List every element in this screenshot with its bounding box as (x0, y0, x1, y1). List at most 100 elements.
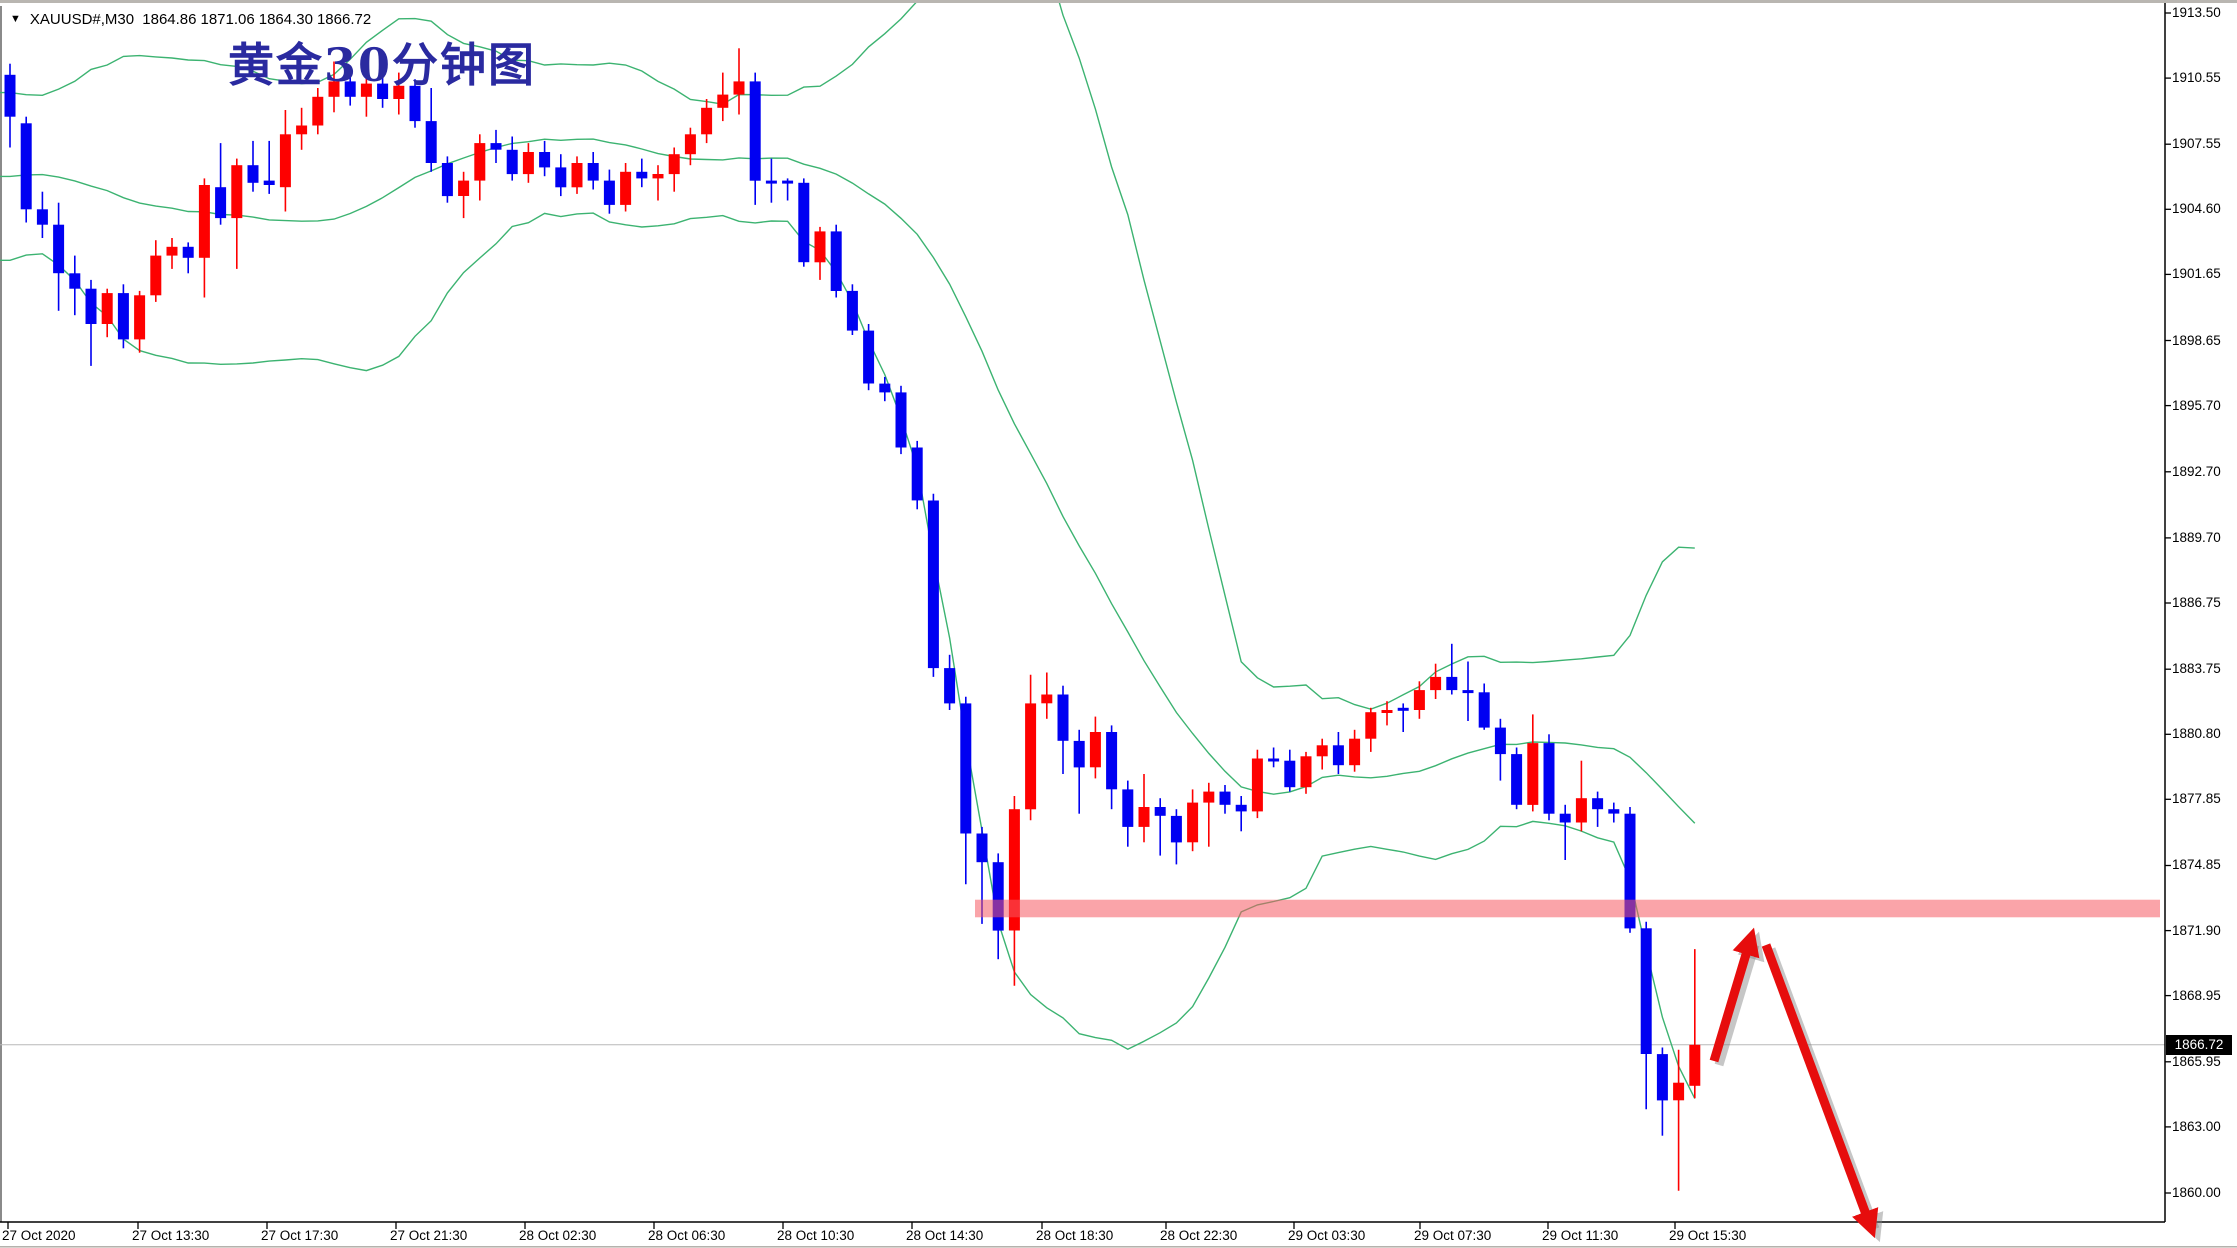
price-axis-label: 1886.75 (2172, 595, 2221, 610)
price-chart-canvas[interactable] (0, 3, 2237, 1248)
candle-body-bear (36, 209, 48, 225)
trend-arrow-down[interactable] (1761, 943, 1879, 1239)
time-axis-label: 28 Oct 06:30 (648, 1228, 726, 1243)
symbol-dropdown-icon[interactable]: ▼ (10, 13, 21, 25)
time-axis-label: 29 Oct 03:30 (1288, 1228, 1366, 1243)
candle-body-bull (1316, 745, 1328, 757)
candle-body-bull (150, 255, 162, 296)
candle-body-bull (814, 231, 826, 263)
candle-body-bear (1624, 813, 1636, 929)
candle-body-bear (1170, 815, 1182, 843)
candle-body-bull (231, 165, 243, 219)
candle-body-bull (393, 85, 405, 99)
candle-body-bull (166, 246, 178, 256)
candle-body-bear (117, 293, 129, 340)
candle-body-bear (1122, 789, 1134, 827)
candle-body-bull (733, 81, 745, 95)
window-bottom-border (0, 1246, 2237, 1248)
trend-arrow-up[interactable] (1709, 927, 1760, 1063)
candle-body-bear (263, 180, 275, 185)
candle-body-bull (1673, 1082, 1685, 1101)
candle-body-bull (571, 163, 583, 188)
time-axis-label: 27 Oct 17:30 (261, 1228, 339, 1243)
candle-body-bear (555, 167, 567, 188)
candle-body-bear (215, 187, 227, 219)
candle-body-bull (1365, 712, 1377, 739)
candle-body-bear (1268, 758, 1280, 762)
candle-body-bear (1511, 754, 1523, 805)
time-axis-label: 28 Oct 18:30 (1036, 1228, 1114, 1243)
price-axis-label: 1892.70 (2172, 463, 2221, 479)
candle-body-bull (668, 154, 680, 175)
candle-body-bear (1640, 928, 1652, 1054)
bar-low-value: 1864.30 (258, 11, 313, 28)
candle-body-bear (1397, 707, 1409, 711)
price-axis-label: 1913.50 (2172, 5, 2221, 20)
time-axis-label: 27 Oct 2020 (2, 1228, 76, 1243)
candle-body-bull (312, 96, 324, 126)
candle-body-bear (587, 163, 599, 181)
candle-body-bear (539, 152, 551, 168)
candle-body-bull (1203, 791, 1215, 803)
candle-body-bear (1608, 809, 1620, 814)
candle-body-bear (1284, 760, 1296, 788)
candle-body-bull (1138, 807, 1150, 827)
time-axis-label: 27 Oct 13:30 (132, 1228, 210, 1243)
price-axis-label: 1880.80 (2172, 726, 2221, 742)
candle-body-bear (765, 180, 777, 184)
candle-body-bull (1025, 703, 1037, 810)
resistance-zone[interactable] (975, 899, 2160, 918)
window-left-border (0, 6, 2, 1222)
candle-body-bull (1089, 732, 1101, 768)
price-axis-label: 1877.85 (2172, 791, 2221, 807)
candle-body-bear (1106, 732, 1118, 790)
price-axis-label: 1901.65 (2172, 266, 2221, 282)
time-axis-label: 28 Oct 02:30 (519, 1228, 597, 1243)
candle-body-bull (134, 295, 146, 340)
candle-body-bull (684, 134, 696, 155)
time-axis-label: 27 Oct 21:30 (390, 1228, 468, 1243)
trend-arrow-shadow (1714, 931, 1765, 1067)
candle-body-bear (4, 74, 16, 117)
candle-body-bear (409, 85, 421, 122)
candle-body-bull (1008, 809, 1020, 931)
candle-body-bear (377, 83, 389, 99)
current-price-tag: 1866.72 (2166, 1034, 2232, 1055)
candle-body-bull (652, 174, 664, 179)
candle-body-bull (1413, 690, 1425, 710)
candle-body-bear (1592, 798, 1604, 810)
candle-body-bear (846, 290, 858, 331)
candle-body-bear (863, 330, 875, 384)
price-axis-label: 1871.90 (2172, 922, 2221, 938)
candle-body-bull (522, 152, 534, 175)
candle-body-bull (701, 107, 713, 135)
candle-body-bear (895, 392, 907, 448)
price-axis-label: 1898.65 (2172, 332, 2221, 348)
candle-body-bear (506, 149, 518, 175)
candle-body-bull (1575, 798, 1587, 823)
candle-body-bull (101, 293, 113, 324)
candle-body-bear (1073, 740, 1085, 768)
price-axis-label: 1860.00 (2172, 1185, 2221, 1201)
candle-body-bear (85, 288, 97, 324)
symbol-info-bar: ▼ XAUUSD#,M30 1864.86 1871.06 1864.30 1866.7… (10, 11, 375, 28)
candles-layer (4, 48, 1701, 1191)
price-axis-label: 1889.70 (2172, 529, 2221, 545)
candle-body-bull (328, 81, 340, 97)
candle-body-bull (296, 125, 308, 135)
candle-body-bull (1187, 802, 1199, 843)
price-axis-label: 1910.55 (2172, 70, 2221, 86)
candle-body-bear (960, 703, 972, 834)
candle-body-bear (1543, 743, 1555, 814)
candle-body-bear (1332, 745, 1344, 766)
time-axis-label: 28 Oct 10:30 (777, 1228, 855, 1243)
candle-body-bear (20, 123, 32, 210)
candle-body-bear (782, 180, 794, 184)
candle-body-bear (1656, 1054, 1668, 1101)
price-axis-label: 1883.75 (2172, 661, 2221, 677)
candle-body-bear (1559, 813, 1571, 823)
candle-body-bull (1041, 694, 1053, 704)
candle-body-bear (247, 165, 259, 183)
candle-body-bear (1462, 690, 1474, 694)
